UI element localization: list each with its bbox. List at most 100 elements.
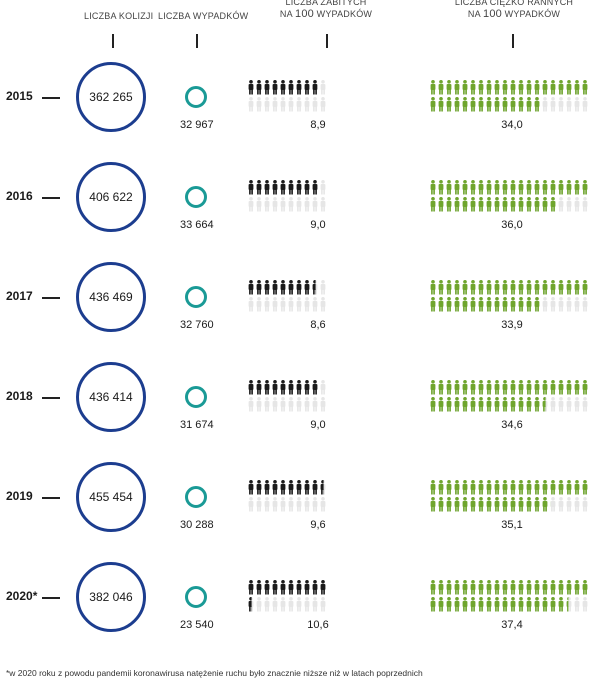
injured-icon-filled: [502, 280, 508, 295]
collisions-circle: 436 469: [76, 262, 146, 332]
injured-icon-filled: [518, 380, 524, 395]
killed-icon-filled: [256, 580, 262, 595]
killed-icon-filled: [304, 280, 310, 295]
injured-icon-filled: [534, 497, 540, 512]
injured-icon-filled: [542, 497, 548, 512]
injured-icon-filled: [502, 97, 508, 112]
injured-icon-filled: [478, 180, 484, 195]
injured-icon-filled: [574, 80, 580, 95]
injured-value: 34,0: [501, 119, 523, 131]
killed-icon: [304, 97, 310, 112]
injured-value: 35,1: [501, 519, 523, 531]
injured-icon-filled: [438, 80, 444, 95]
injured-icon-filled: [454, 480, 460, 495]
injured-icons-1: [430, 180, 588, 212]
killed-icon-filled: [256, 280, 262, 295]
injured-icon-filled: [446, 597, 452, 612]
injured-icon-filled: [518, 197, 524, 212]
injured-icon: [566, 297, 572, 312]
year-dash: [42, 297, 60, 299]
year-dash: [42, 97, 60, 99]
injured-icon-filled: [486, 597, 492, 612]
killed-icon-filled: [272, 180, 278, 195]
injured-icon-filled: [550, 280, 556, 295]
injured-icon-filled: [462, 597, 468, 612]
killed-icon: [288, 397, 294, 412]
killed-icon: [280, 97, 286, 112]
killed-icons-1: [248, 180, 326, 212]
injured-icon-filled: [470, 80, 476, 95]
injured-icon-filled: [454, 380, 460, 395]
killed-icon-filled: [312, 380, 318, 395]
injured-icon-filled: [494, 380, 500, 395]
killed-icon: [256, 97, 262, 112]
accidents-value: 32 967: [180, 119, 214, 131]
killed-icon: [256, 197, 262, 212]
killed-icon-partial: [248, 597, 252, 612]
injured-icon-filled: [494, 480, 500, 495]
injured-icon-filled: [526, 380, 532, 395]
injured-icon-filled: [526, 297, 532, 312]
injured-icon-filled: [510, 497, 516, 512]
injured-icon-filled: [462, 97, 468, 112]
accidents-circle: [185, 286, 207, 308]
injured-icon-filled: [430, 380, 436, 395]
injured-icon: [558, 97, 564, 112]
injured-icon: [582, 197, 588, 212]
injured-icon-filled: [574, 280, 580, 295]
killed-icon-filled: [264, 380, 270, 395]
killed-icon-filled: [264, 580, 270, 595]
injured-icon-filled: [478, 380, 484, 395]
injured-icon-filled: [550, 197, 556, 212]
injured-icon-filled: [510, 597, 516, 612]
injured-icon-filled: [494, 97, 500, 112]
injured-icon-filled: [510, 397, 516, 412]
injured-icon-filled: [502, 197, 508, 212]
injured-icon-filled: [438, 480, 444, 495]
injured-icon-filled: [446, 580, 452, 595]
killed-icon: [320, 280, 326, 295]
killed-icon-filled: [280, 380, 286, 395]
injured-icon-filled: [462, 580, 468, 595]
injured-icon-filled: [510, 380, 516, 395]
injured-icon-filled: [534, 197, 540, 212]
injured-icon-filled: [462, 80, 468, 95]
killed-icon: [280, 197, 286, 212]
injured-icon: [582, 597, 588, 612]
injured-icon-filled: [566, 480, 572, 495]
injured-icon-filled: [566, 380, 572, 395]
collisions-circle: 382 046: [76, 562, 146, 632]
injured-icon-filled: [526, 480, 532, 495]
killed-icon-filled: [320, 580, 326, 595]
killed-value: 9,0: [310, 219, 326, 231]
killed-icon-filled: [280, 180, 286, 195]
killed-icon-filled: [288, 280, 294, 295]
injured-icon-filled: [478, 597, 484, 612]
injured-icon-filled: [478, 480, 484, 495]
injured-icon-filled: [430, 280, 436, 295]
killed-icon: [272, 497, 278, 512]
injured-icon-filled: [526, 280, 532, 295]
injured-icon-filled: [574, 580, 580, 595]
killed-icon: [280, 297, 286, 312]
injured-icon-filled: [510, 297, 516, 312]
killed-icon-filled: [296, 580, 302, 595]
killed-icon-filled: [304, 480, 310, 495]
year-dash: [42, 197, 60, 199]
collisions-value: 455 454: [89, 490, 133, 504]
injured-icon-filled: [534, 480, 540, 495]
injured-icon-filled: [558, 480, 564, 495]
killed-value: 8,9: [310, 119, 326, 131]
injured-icon-filled: [478, 497, 484, 512]
injured-icon-filled: [550, 597, 556, 612]
killed-icon: [320, 380, 326, 395]
injured-icon-filled: [518, 80, 524, 95]
injured-icon-filled: [446, 197, 452, 212]
injured-icon-filled: [494, 597, 500, 612]
injured-icon-filled: [542, 180, 548, 195]
killed-icon-partial: [312, 280, 316, 295]
killed-icon: [288, 297, 294, 312]
injured-icon-filled: [430, 597, 436, 612]
injured-icon-filled: [494, 180, 500, 195]
accidents-circle: [185, 386, 207, 408]
